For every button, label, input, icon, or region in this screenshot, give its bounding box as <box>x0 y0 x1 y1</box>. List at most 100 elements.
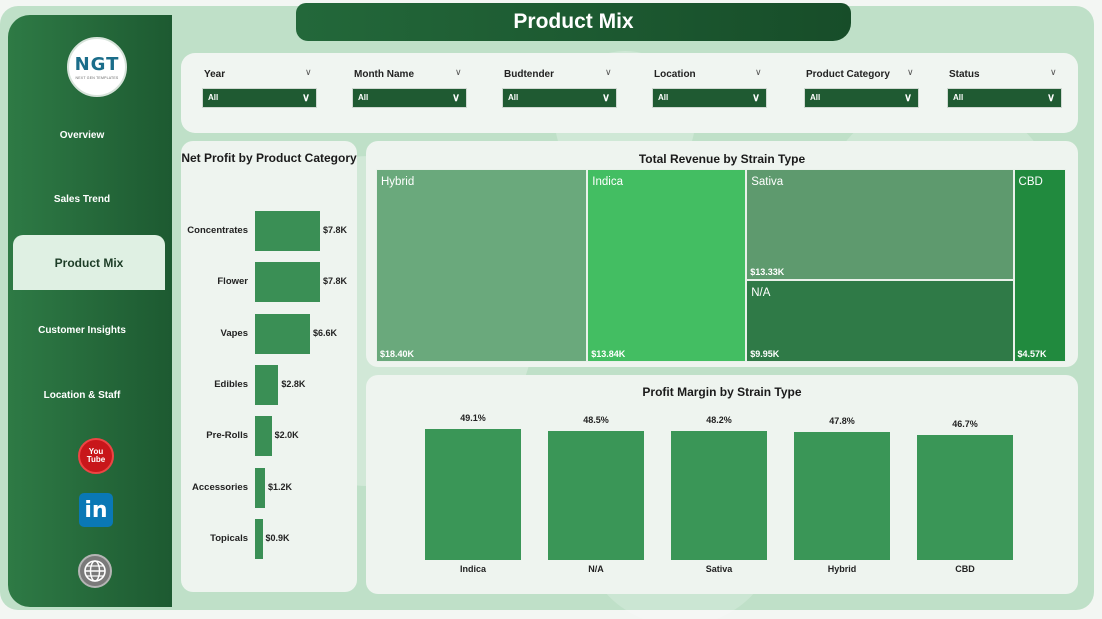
treemap-cell-value: $13.33K <box>750 266 785 277</box>
treemap-cell-label: Sativa <box>751 176 784 188</box>
chevron-down-icon[interactable]: ∨ <box>907 67 914 77</box>
sidebar-item-label: Product Mix <box>54 255 124 270</box>
bar-value-label: 46.7% <box>952 419 978 430</box>
sidebar-item-customer-insights[interactable]: Customer Insights <box>0 325 164 336</box>
bar[interactable] <box>671 431 767 560</box>
globe-icon[interactable] <box>78 554 112 588</box>
chevron-down-icon: ∨ <box>903 92 912 104</box>
filter-product-category-label: Product Category <box>806 69 890 80</box>
bar <box>255 467 265 508</box>
filter-status-select[interactable]: All ∨ <box>947 88 1062 108</box>
bar-label: Flower <box>217 276 248 288</box>
filter-month-label: Month Name <box>354 69 414 80</box>
page-title-tab: Product Mix <box>296 3 851 41</box>
treemap-cell-label: N/A <box>751 286 771 299</box>
bar <box>255 211 320 251</box>
bar <box>255 364 279 405</box>
bar <box>255 416 272 457</box>
sidebar-item-overview[interactable]: Overview <box>0 130 164 141</box>
filter-year-label: Year <box>204 69 226 80</box>
x-tick-label: N/A <box>588 564 604 574</box>
youtube-icon[interactable]: You Tube <box>78 438 114 474</box>
filter-bar: Year ∨ All ∨ Month Name ∨ All ∨ Budtender … <box>181 53 1078 133</box>
x-tick-label: Hybrid <box>827 564 857 574</box>
chevron-down-icon[interactable]: ∨ <box>305 67 312 77</box>
sidebar-item-product-mix[interactable]: Product Mix <box>13 235 165 290</box>
bar-value-label: 47.8% <box>829 416 855 427</box>
filter-product-category-select[interactable]: All ∨ <box>804 88 919 108</box>
bar[interactable] <box>548 430 644 560</box>
bar-label: Vapes <box>220 327 248 339</box>
treemap-cell-label: Hybrid <box>381 176 415 188</box>
chevron-down-icon: ∨ <box>751 92 760 104</box>
net-profit-title: Net Profit by Product Category <box>181 151 357 165</box>
bar-label: Pre-Rolls <box>206 430 248 442</box>
filter-budtender-value: All <box>508 93 519 102</box>
treemap-cell[interactable]: N/A $9.95K <box>746 279 1014 362</box>
chevron-down-icon[interactable]: ∨ <box>455 67 462 77</box>
net-profit-panel: Net Profit by Product Category Concentra… <box>181 141 357 592</box>
filter-month-value: All <box>358 93 369 102</box>
sidebar-item-sales-trend[interactable]: Sales Trend <box>0 194 164 205</box>
chevron-down-icon[interactable]: ∨ <box>755 67 762 77</box>
revenue-strain-panel: Total Revenue by Strain Type Hybrid $18.4… <box>366 141 1078 367</box>
treemap-cell[interactable]: Indica $13.84K <box>587 169 747 362</box>
x-tick-label: Indica <box>459 564 486 574</box>
x-tick-label: CBD <box>955 564 975 574</box>
treemap-cell-value: $18.40K <box>380 349 415 359</box>
sidebar-item-location-staff[interactable]: Location & Staff <box>0 390 164 401</box>
chevron-down-icon: ∨ <box>601 92 610 104</box>
chevron-down-icon[interactable]: ∨ <box>605 67 612 77</box>
profit-margin-title: Profit Margin by Strain Type <box>642 385 802 399</box>
revenue-strain-title: Total Revenue by Strain Type <box>638 152 806 166</box>
sidebar-item-label: Overview <box>59 130 105 141</box>
sidebar-item-label: Location & Staff <box>43 390 121 401</box>
filter-location-select[interactable]: All ∨ <box>652 88 767 108</box>
bar-value-label: $2.0K <box>274 430 299 441</box>
bar[interactable] <box>917 435 1013 560</box>
treemap-cell-value: $4.57K <box>1017 349 1047 359</box>
treemap-cell-value: $9.95K <box>750 348 780 359</box>
bar-label: Edibles <box>214 378 248 390</box>
filter-year-value: All <box>208 93 219 102</box>
filter-location-value: All <box>658 93 669 102</box>
page-title: Product Mix <box>513 10 634 33</box>
filter-budtender-label: Budtender <box>504 69 554 80</box>
bar-value-label: 49.1% <box>460 413 486 423</box>
chevron-down-icon[interactable]: ∨ <box>1050 67 1057 77</box>
bar <box>255 518 263 559</box>
filter-month-select[interactable]: All ∨ <box>352 88 467 108</box>
bar-label: Accessories <box>192 481 248 493</box>
profit-margin-panel: Profit Margin by Strain Type 49.1% Indica… <box>366 375 1078 594</box>
youtube-icon-label: You Tube <box>86 447 106 464</box>
treemap-cell[interactable]: Sativa $13.33K <box>746 169 1014 280</box>
treemap-cell[interactable]: CBD $4.57K <box>1013 169 1066 362</box>
treemap-cell-value: $13.84K <box>591 349 626 359</box>
chevron-down-icon: ∨ <box>1046 92 1055 104</box>
filter-year-select[interactable]: All ∨ <box>202 88 317 108</box>
sidebar-item-label: Sales Trend <box>53 194 111 205</box>
filter-status-label: Status <box>949 69 980 80</box>
filter-status-value: All <box>953 93 964 102</box>
bar-value-label: 48.2% <box>706 415 732 426</box>
logo-subtitle: NEXT GEN TEMPLATES <box>75 76 119 80</box>
linkedin-icon[interactable]: in <box>79 493 113 527</box>
bar-value-label: $1.2K <box>268 481 293 492</box>
logo-text: NGT <box>74 54 120 75</box>
sidebar-item-label: Customer Insights <box>38 325 126 336</box>
globe-icon-graphic <box>84 560 106 582</box>
linkedin-icon-label: in <box>84 497 108 523</box>
filter-product-category-value: All <box>810 93 821 102</box>
bar-value-label: 48.5% <box>583 414 609 425</box>
treemap-cell[interactable]: Hybrid $18.40K <box>376 169 588 362</box>
bar <box>255 313 310 354</box>
bar[interactable] <box>794 432 890 560</box>
filter-location-label: Location <box>654 69 696 80</box>
treemap-cell-label: CBD <box>1018 176 1043 188</box>
x-tick-label: Sativa <box>705 564 733 574</box>
filter-budtender-select[interactable]: All ∨ <box>502 88 617 108</box>
bar[interactable] <box>425 429 521 560</box>
bar-value-label: $7.8K <box>323 225 348 235</box>
treemap-cell-label: Indica <box>592 176 623 188</box>
